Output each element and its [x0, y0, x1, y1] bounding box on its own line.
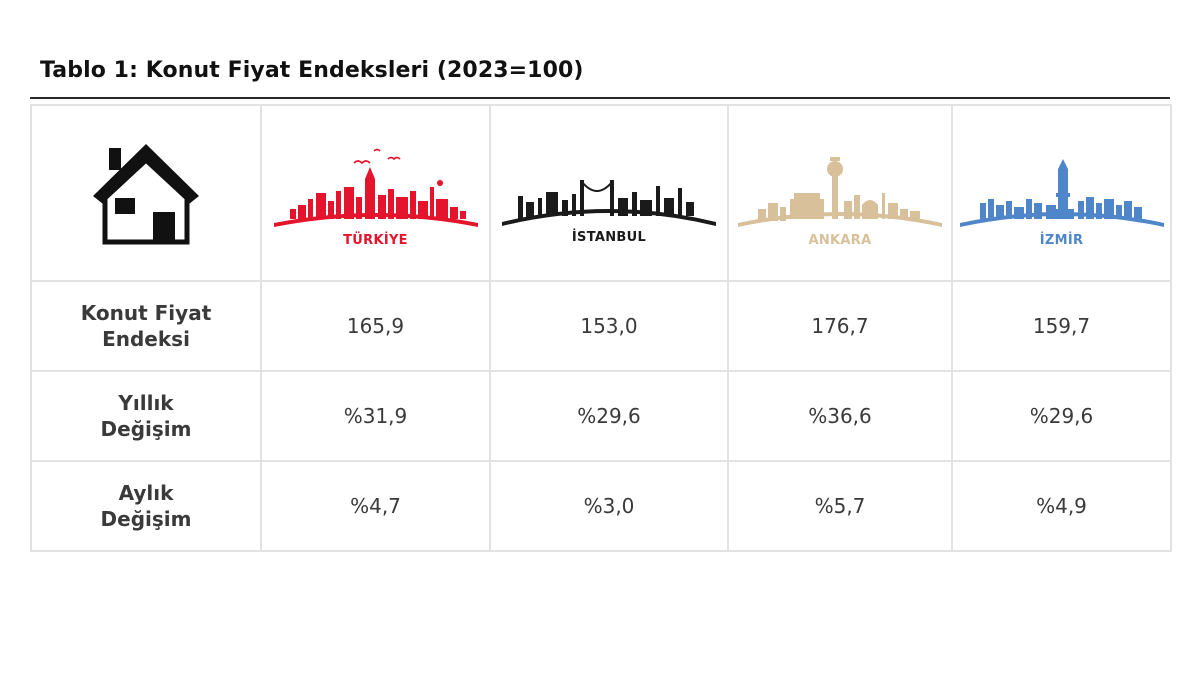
title-underline: [30, 97, 1170, 99]
value-cell: %3,0: [489, 460, 729, 552]
table-title: Tablo 1: Konut Fiyat Endeksleri (2023=10…: [40, 58, 584, 83]
row-label-line: Aylık: [118, 481, 174, 505]
row-label: Aylık Değişim: [32, 480, 260, 532]
house-icon: [93, 144, 199, 245]
value-cell: %31,9: [260, 370, 491, 462]
row-label-line: Konut Fiyat: [80, 301, 212, 325]
table-row: Aylık Değişim %4,7 %3,0 %5,7 %4,9: [30, 460, 1172, 552]
row-label: Konut Fiyat Endeksi: [32, 300, 260, 352]
value-cell: 159,7: [951, 280, 1172, 372]
header-row: TÜRKİYE: [30, 104, 1172, 282]
row-label-cell: Yıllık Değişim: [30, 370, 262, 462]
row-label-line: Değişim: [100, 417, 192, 441]
value-cell: %4,7: [260, 460, 491, 552]
row-label-cell: Aylık Değişim: [30, 460, 262, 552]
istanbul-skyline-icon: [502, 179, 716, 226]
ankara-skyline-icon: [738, 156, 942, 227]
column-name-ankara: ANKARA: [808, 232, 872, 248]
table-row: Konut Fiyat Endeksi 165,9 153,0 176,7 15…: [30, 280, 1172, 372]
row-label-line: Değişim: [100, 507, 192, 531]
price-index-table: TÜRKİYE: [30, 104, 1172, 552]
corner-cell: [30, 104, 262, 282]
table-row: Yıllık Değişim %31,9 %29,6 %36,6 %29,6: [30, 370, 1172, 462]
column-name-izmir: İZMİR: [1039, 232, 1084, 248]
value-cell: 176,7: [727, 280, 953, 372]
turkiye-skyline-icon: [273, 148, 478, 227]
izmir-skyline-icon: [959, 158, 1164, 227]
row-label: Yıllık Değişim: [32, 390, 260, 442]
column-header-izmir: İZMİR: [951, 104, 1172, 282]
row-label-cell: Konut Fiyat Endeksi: [30, 280, 262, 372]
column-header-ankara: ANKARA: [727, 104, 953, 282]
column-name-istanbul: İSTANBUL: [571, 229, 647, 245]
value-cell: %4,9: [951, 460, 1172, 552]
column-header-turkiye: TÜRKİYE: [260, 104, 491, 282]
value-cell: %29,6: [951, 370, 1172, 462]
value-cell: %5,7: [727, 460, 953, 552]
row-label-line: Endeksi: [102, 327, 190, 351]
column-name-turkiye: TÜRKİYE: [343, 232, 408, 248]
value-cell: 165,9: [260, 280, 491, 372]
value-cell: %29,6: [489, 370, 729, 462]
value-cell: 153,0: [489, 280, 729, 372]
value-cell: %36,6: [727, 370, 953, 462]
row-label-line: Yıllık: [118, 391, 174, 415]
column-header-istanbul: İSTANBUL: [489, 104, 729, 282]
